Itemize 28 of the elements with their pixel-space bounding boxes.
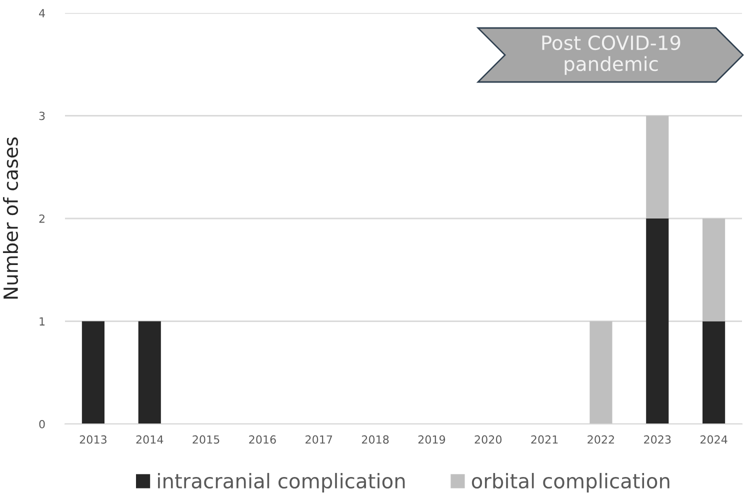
x-tick-label: 2013 [80, 435, 106, 444]
y-tick-label: 1 [40, 317, 45, 326]
annotation: Post COVID-19 pandemic [542, 35, 680, 75]
y-tick-label: 0 [39, 420, 45, 428]
y-tick-label: 4 [39, 9, 45, 18]
bar [646, 218, 669, 424]
x-tick-label: 2018 [362, 435, 389, 444]
y-tick-label: 3 [39, 112, 45, 120]
bar [702, 321, 726, 424]
x-tick-label: 2022 [588, 435, 614, 444]
x-tick-label: 2014 [136, 435, 164, 444]
x-tick-label: 2017 [306, 435, 332, 444]
legend-label: orbital complication [472, 472, 670, 492]
x-tick-label: 2016 [249, 435, 276, 444]
x-tick-label: 2024 [700, 435, 728, 444]
bar [82, 321, 104, 424]
bar [646, 116, 669, 218]
legend-label: intracranial complication [158, 472, 405, 492]
x-tick-label: 2019 [418, 435, 446, 444]
x-tick-label: 2020 [474, 435, 502, 444]
x-tick-label: 2015 [192, 435, 220, 444]
bar [138, 321, 161, 424]
bar [702, 218, 726, 322]
x-tick-label: 2021 [531, 435, 558, 444]
bar [590, 321, 612, 424]
y-tick-label: 2 [39, 214, 44, 223]
y-axis-title: Number of cases [3, 137, 18, 299]
x-tick-label: 2023 [644, 435, 671, 444]
